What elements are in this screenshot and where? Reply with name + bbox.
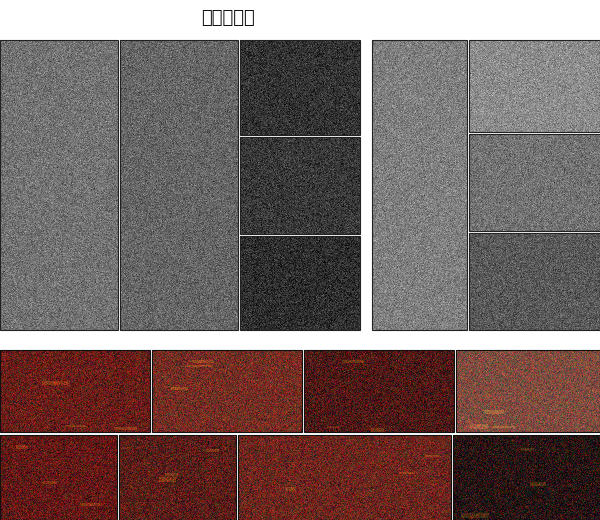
Bar bbox=[362, 40, 372, 330]
Bar bbox=[456, 350, 600, 432]
Bar bbox=[469, 134, 600, 231]
Bar bbox=[469, 233, 600, 330]
Bar bbox=[240, 40, 360, 135]
Bar bbox=[469, 40, 600, 132]
Bar bbox=[304, 350, 454, 432]
Bar bbox=[119, 435, 236, 520]
Bar bbox=[238, 435, 451, 520]
Bar bbox=[240, 137, 360, 234]
Bar bbox=[240, 236, 360, 330]
Text: （手術前）: （手術前） bbox=[201, 9, 255, 27]
Bar bbox=[120, 40, 238, 330]
Bar bbox=[152, 350, 302, 432]
Bar bbox=[0, 350, 150, 432]
Bar bbox=[372, 40, 467, 330]
Bar bbox=[453, 435, 600, 520]
Bar bbox=[0, 435, 117, 520]
Bar bbox=[0, 40, 118, 330]
